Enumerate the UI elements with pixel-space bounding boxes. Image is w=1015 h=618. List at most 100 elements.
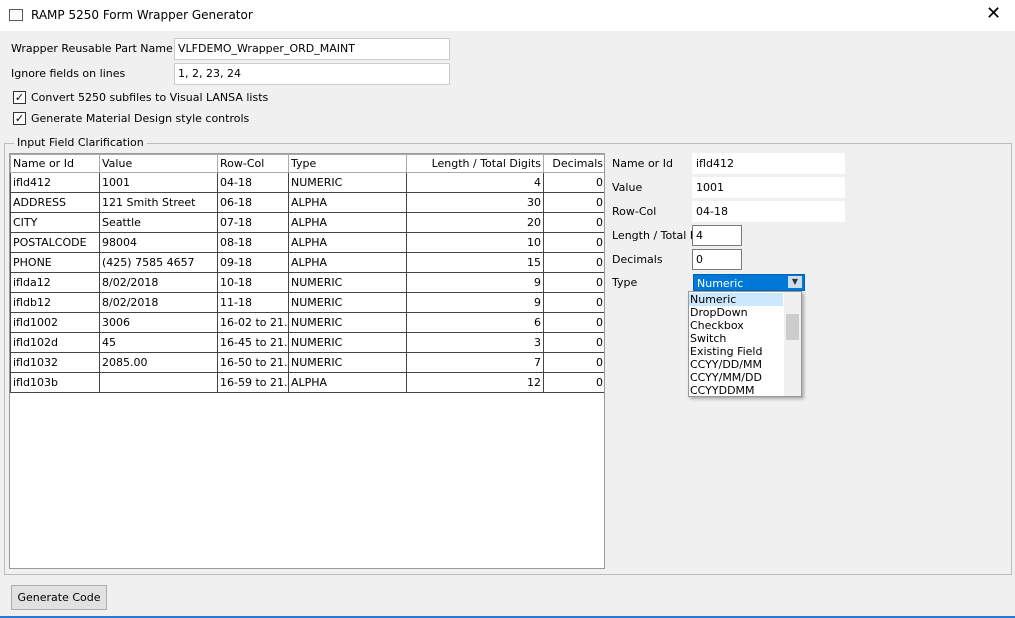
table-row[interactable]: ifld1002 3006 16-02 to 21... NUMERIC 6 0 (10, 312, 604, 333)
table-cell: 16-45 to 21... (217, 332, 289, 353)
table-cell: 0 (543, 172, 604, 193)
table-cell: 08-18 (217, 232, 289, 253)
table-cell: 30 (406, 192, 544, 213)
column-header[interactable]: Row-Col (217, 154, 289, 173)
table-cell: 98004 (99, 232, 218, 253)
dropdown-option[interactable]: Switch (690, 332, 727, 345)
table-cell: 2085.00 (99, 352, 218, 373)
table-cell: 16-59 to 21... (217, 372, 289, 393)
header-row: Name or Id Value Row-Col Type Length / Total… (10, 154, 604, 173)
table-cell: 0 (543, 252, 604, 273)
table-cell: 7 (406, 352, 544, 373)
text-input[interactable]: 1, 2, 23, 24 (174, 63, 450, 85)
column-header[interactable]: Name or Id (10, 154, 100, 173)
table-row[interactable]: ifld1032 2085.00 16-50 to 21... NUMERIC 7 0 (10, 352, 604, 373)
select-arrow: ▼ (788, 276, 802, 288)
close-button[interactable]: ✕ (986, 3, 1002, 24)
table-cell: 9 (406, 272, 544, 293)
table-cell: 20 (406, 212, 544, 233)
table-cell: 10-18 (217, 272, 289, 293)
table: Name or Id Value Row-Col Type Length / Total… (10, 154, 604, 393)
table-cell: ALPHA (288, 212, 407, 233)
group-box (4, 143, 1012, 575)
dropdown-option[interactable]: DropDown (690, 306, 748, 319)
dropdown-option[interactable]: Checkbox (690, 319, 744, 332)
table-cell: 8/02/2018 (99, 272, 218, 293)
table-row[interactable]: ifldb12 8/02/2018 11-18 NUMERIC 9 0 (10, 292, 604, 313)
table-cell: NUMERIC (288, 352, 407, 373)
table-cell: 06-18 (217, 192, 289, 213)
table-cell: ALPHA (288, 192, 407, 213)
table-cell: Seattle (99, 212, 218, 233)
dropdown-list: Numeric DropDown Checkbox Switch Existing Fi… (688, 291, 802, 397)
table-cell: 10 (406, 232, 544, 253)
table-cell: ifld102d (10, 332, 100, 353)
table-cell: NUMERIC (288, 332, 407, 353)
app-icon (9, 9, 23, 21)
table-container: Name or Id Value Row-Col Type Length / Total… (9, 153, 605, 569)
table-cell: 0 (543, 312, 604, 333)
table-cell: 0 (543, 332, 604, 353)
table-cell: POSTALCODE (10, 232, 100, 253)
detail-label: Decimals (612, 253, 663, 266)
field-label: Wrapper Reusable Part Name (11, 42, 173, 55)
type-select[interactable]: Numeric (693, 274, 805, 291)
table-row[interactable]: ifld412 1001 04-18 NUMERIC 4 0 (10, 172, 604, 193)
table-row[interactable]: CITY Seattle 07-18 ALPHA 20 0 (10, 212, 604, 233)
table-cell: 0 (543, 272, 604, 293)
table-cell: 04-18 (217, 172, 289, 193)
title-bar: RAMP 5250 Form Wrapper Generator ✕ (0, 0, 1015, 31)
table-row[interactable]: ifld103b 16-59 to 21... ALPHA 12 0 (10, 372, 604, 393)
table-cell: 3 (406, 332, 544, 353)
detail-label: Value (612, 181, 643, 194)
table-cell: 07-18 (217, 212, 289, 233)
table-cell: CITY (10, 212, 100, 233)
table-cell: 4 (406, 172, 544, 193)
dropdown-option[interactable]: Existing Field (690, 345, 763, 358)
column-header[interactable]: Decimals (543, 154, 604, 173)
table-cell: NUMERIC (288, 292, 407, 313)
table-cell: ADDRESS (10, 192, 100, 213)
detail-input[interactable]: 0 (692, 249, 742, 270)
table-cell: ifld1032 (10, 352, 100, 373)
table-cell: PHONE (10, 252, 100, 273)
table-cell: NUMERIC (288, 172, 407, 193)
detail-input[interactable]: 04-18 (692, 201, 845, 222)
table-cell: 0 (543, 352, 604, 373)
table-cell: ifld103b (10, 372, 100, 393)
table-cell: 0 (543, 232, 604, 253)
table-cell: 11-18 (217, 292, 289, 313)
detail-input[interactable]: 1001 (692, 177, 845, 198)
dropdown-option[interactable]: CCYYDDMM (690, 384, 755, 397)
table-cell: 09-18 (217, 252, 289, 273)
dropdown-option[interactable]: Numeric (689, 293, 783, 306)
table-cell: ALPHA (288, 232, 407, 253)
table-cell: 0 (543, 192, 604, 213)
checkbox[interactable]: ✓ (13, 91, 26, 104)
column-header[interactable]: Length / Total Digits (406, 154, 544, 173)
column-header[interactable]: Value (99, 154, 218, 173)
dropdown-option[interactable]: CCYY/MM/DD (690, 371, 762, 384)
table-cell: (425) 7585 4657 (99, 252, 218, 273)
generate-button[interactable]: Generate Code (11, 585, 107, 610)
checkbox-label: Convert 5250 subfiles to Visual LANSA li… (31, 91, 269, 104)
scrollbar (784, 292, 801, 396)
dropdown-option[interactable]: CCYY/DD/MM (690, 358, 762, 371)
table-row[interactable]: iflda12 8/02/2018 10-18 NUMERIC 9 0 (10, 272, 604, 293)
table-cell: 9 (406, 292, 544, 313)
text-input[interactable]: VLFDEMO_Wrapper_ORD_MAINT (174, 38, 450, 60)
table-row[interactable]: POSTALCODE 98004 08-18 ALPHA 10 0 (10, 232, 604, 253)
table-row[interactable]: ifld102d 45 16-45 to 21... NUMERIC 3 0 (10, 332, 604, 353)
detail-label: Length / Total D (612, 229, 692, 242)
checkbox[interactable]: ✓ (13, 112, 26, 125)
table-cell: 121 Smith Street (99, 192, 218, 213)
table-cell: ALPHA (288, 372, 407, 393)
table-row[interactable]: PHONE (425) 7585 4657 09-18 ALPHA 15 0 (10, 252, 604, 273)
table-cell: 0 (543, 212, 604, 233)
table-cell: 16-02 to 21... (217, 312, 289, 333)
table-row[interactable]: ADDRESS 121 Smith Street 06-18 ALPHA 30 0 (10, 192, 604, 213)
column-header[interactable]: Type (288, 154, 407, 173)
field-label: Ignore fields on lines (11, 67, 126, 80)
detail-input[interactable]: 4 (692, 225, 742, 246)
detail-input[interactable]: ifld412 (692, 153, 845, 174)
